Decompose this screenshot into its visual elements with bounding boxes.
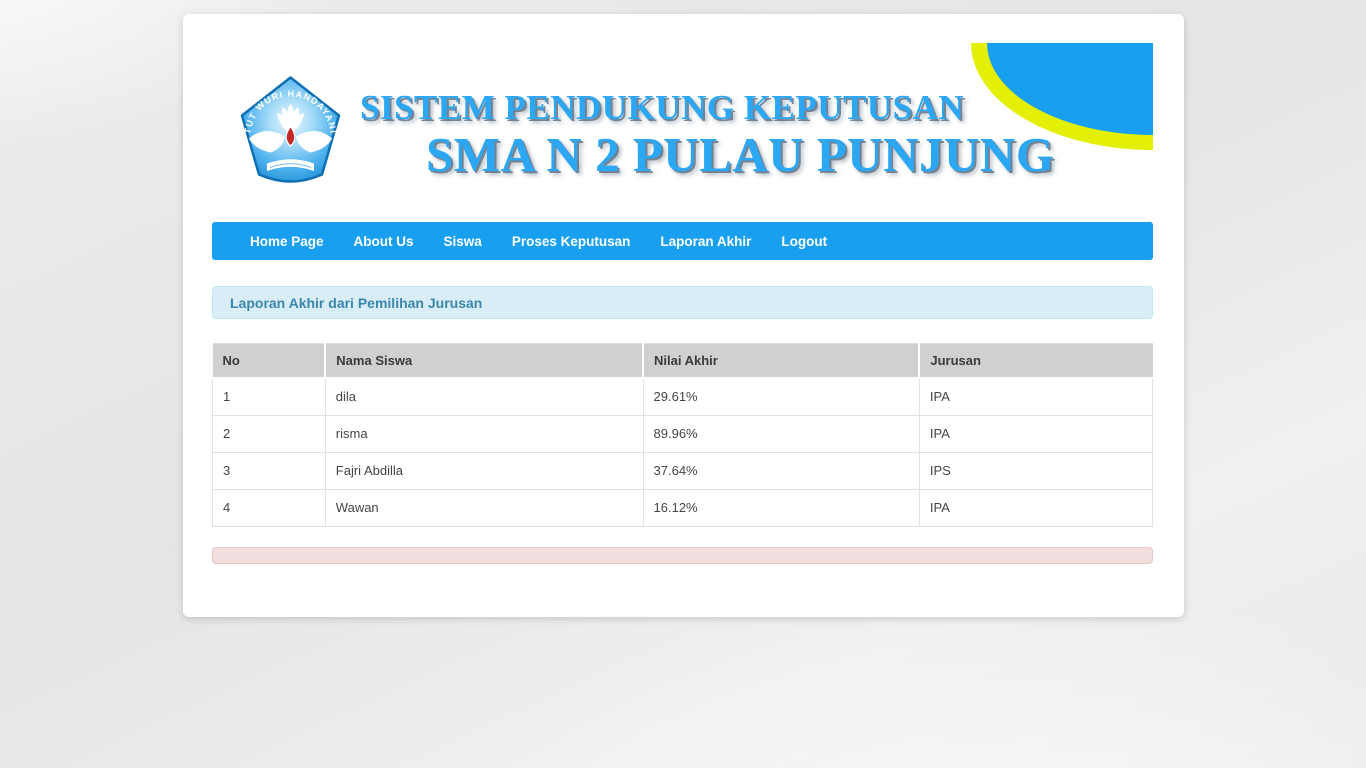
nav-item-laporan-akhir[interactable]: Laporan Akhir: [660, 233, 752, 249]
cell-no: 3: [212, 452, 326, 490]
site-header: TUT WURI HANDAYANI: [212, 43, 1153, 203]
cell-jurusan: IPA: [918, 377, 1154, 416]
cell-no: 2: [212, 415, 326, 453]
logo-wings-icon: [249, 130, 332, 153]
cell-nama-siswa: dila: [324, 377, 644, 416]
cell-jurusan: IPS: [918, 452, 1154, 490]
nav-item-siswa[interactable]: Siswa: [443, 233, 482, 249]
logo-flame-icon: [277, 104, 304, 134]
tut-wuri-handayani-logo: TUT WURI HANDAYANI: [240, 76, 341, 183]
col-header-nilai-akhir: Nilai Akhir: [642, 343, 920, 379]
main-nav: Home Page About Us Siswa Proses Keputusa…: [212, 222, 1153, 260]
corner-decoration: [971, 43, 1153, 150]
nav-item-proses-keputusan[interactable]: Proses Keputusan: [511, 233, 631, 249]
col-header-jurusan: Jurusan: [918, 343, 1153, 379]
cell-nilai-akhir: 16.12%: [642, 489, 920, 527]
cell-nama-siswa: risma: [324, 415, 644, 453]
banner-titles: SISTEM PENDUKUNG KEPUTUSAN SMA N 2 PULAU…: [360, 90, 1054, 179]
app-title: SISTEM PENDUKUNG KEPUTUSAN: [360, 88, 965, 127]
table-row: 2 risma 89.96% IPA: [212, 415, 1154, 453]
cell-nilai-akhir: 37.64%: [642, 452, 920, 490]
col-header-nama-siswa: Nama Siswa: [324, 343, 644, 379]
cell-nama-siswa: Wawan: [324, 489, 644, 527]
cell-nilai-akhir: 29.61%: [642, 377, 920, 416]
cell-no: 4: [212, 489, 326, 527]
nav-item-logout[interactable]: Logout: [781, 233, 828, 249]
school-name: SMA N 2 PULAU PUNJUNG: [426, 127, 1055, 182]
cell-nilai-akhir: 89.96%: [642, 415, 920, 453]
cell-nama-siswa: Fajri Abdilla: [324, 452, 644, 490]
nav-item-about-us[interactable]: About Us: [353, 233, 414, 249]
report-table: No Nama Siswa Nilai Akhir Jurusan 1 dila…: [212, 343, 1154, 527]
table-row: 1 dila 29.61% IPA: [212, 377, 1154, 416]
logo-book-icon: [267, 159, 314, 171]
cell-no: 1: [212, 377, 326, 416]
cell-jurusan: IPA: [918, 489, 1154, 527]
cell-jurusan: IPA: [918, 415, 1154, 453]
logo-drop-icon: [285, 125, 296, 147]
page-title: Laporan Akhir dari Pemilihan Jurusan: [212, 286, 1153, 319]
col-header-no: No: [212, 343, 326, 379]
content-card: TUT WURI HANDAYANI: [183, 14, 1184, 617]
table-row: 3 Fajri Abdilla 37.64% IPS: [212, 452, 1154, 490]
table-header-row: No Nama Siswa Nilai Akhir Jurusan: [212, 343, 1153, 379]
nav-item-home-page[interactable]: Home Page: [250, 233, 324, 249]
empty-alert-bar: [212, 547, 1153, 564]
table-row: 4 Wawan 16.12% IPA: [212, 489, 1154, 527]
